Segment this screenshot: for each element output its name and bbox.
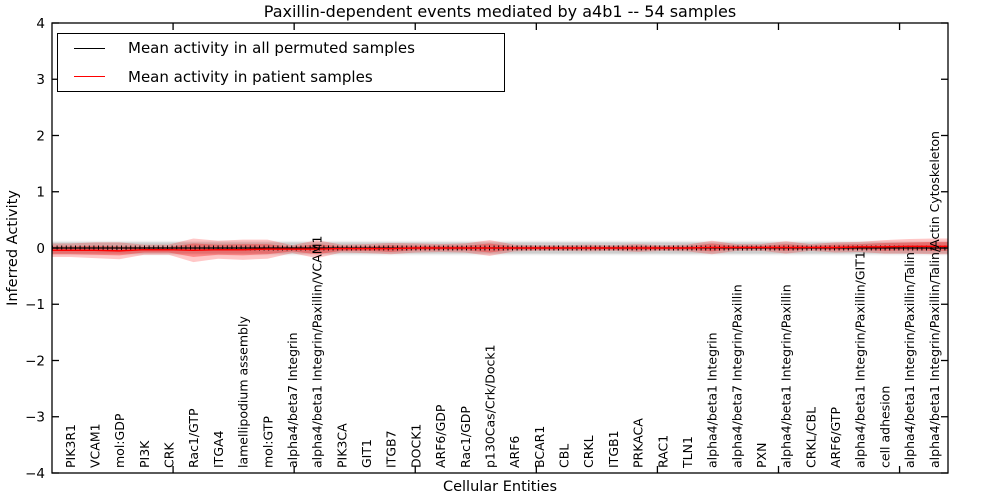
- x-category-label: alpha4/beta1 Integrin/Paxillin/Talin/Act…: [927, 131, 942, 468]
- x-category-label: BCAR1: [532, 426, 547, 468]
- x-category-label: ARF6/GTP: [828, 407, 843, 468]
- legend: Mean activity in all permuted samples Me…: [57, 33, 505, 92]
- x-category-label: mol:GTP: [260, 416, 275, 468]
- patient-mean-line: [52, 245, 948, 252]
- y-tick-label: −4: [25, 466, 45, 482]
- legend-label: Mean activity in all permuted samples: [128, 39, 415, 58]
- x-category-label: alpha4/beta1 Integrin/Paxillin/VCAM1: [310, 236, 325, 468]
- x-category-label: ITGA4: [211, 430, 226, 468]
- x-category-label: CBL: [557, 444, 572, 468]
- y-tick-label: 0: [36, 241, 45, 257]
- x-category-label: Rac1/GTP: [186, 408, 201, 468]
- x-category-label: ITGB7: [384, 430, 399, 468]
- x-category-label: alpha4/beta1 Integrin/Paxillin: [779, 284, 794, 468]
- x-category-label: alpha4/beta1 Integrin/Paxillin/GIT1: [853, 251, 868, 468]
- x-category-label: alpha4/beta7 Integrin: [285, 332, 300, 468]
- x-category-label: TLN1: [680, 436, 695, 469]
- patient-std-band-outer: [52, 238, 948, 263]
- x-category-label: CRKL: [581, 435, 596, 468]
- x-category-label: ARF6: [507, 436, 522, 468]
- y-axis-label: Inferred Activity: [5, 190, 21, 306]
- x-category-label: alpha4/beta1 Integrin: [705, 332, 720, 468]
- x-category-label: RAC1: [655, 435, 670, 468]
- x-category-label: ARF6/GDP: [433, 404, 448, 468]
- y-tick-label: 3: [36, 72, 45, 88]
- chart-title: Paxillin-dependent events mediated by a4…: [263, 2, 737, 21]
- legend-label: Mean activity in patient samples: [128, 67, 373, 86]
- x-category-label: cell adhesion: [877, 386, 892, 468]
- legend-entry-permuted: Mean activity in all permuted samples: [58, 34, 504, 62]
- legend-entry-patient: Mean activity in patient samples: [58, 63, 504, 91]
- x-category-label: VCAM1: [87, 423, 102, 468]
- x-category-label: PIK3CA: [334, 423, 349, 468]
- x-category-label: lamellipodium assembly: [236, 316, 251, 468]
- permuted-line-swatch-icon: [74, 47, 105, 49]
- x-category-label: ITGB1: [606, 430, 621, 468]
- x-category-label: mol:GDP: [112, 413, 127, 468]
- y-tick-label: 2: [36, 128, 45, 144]
- x-category-label: PRKACA: [631, 418, 646, 468]
- y-tick-label: 4: [36, 16, 45, 32]
- y-tick-label: 1: [36, 185, 45, 201]
- x-category-label: p130Cas/Crk/Dock1: [482, 344, 497, 468]
- x-category-label: GIT1: [359, 439, 374, 468]
- x-category-label: PI3K: [137, 440, 152, 468]
- x-category-label: PIK3R1: [63, 424, 78, 468]
- x-category-label: CRK: [162, 442, 177, 468]
- x-category-label: DOCK1: [408, 424, 423, 468]
- x-category-label: CRKL/CBL: [803, 407, 818, 468]
- y-tick-label: −3: [25, 410, 45, 426]
- x-category-label: alpha4/beta1 Integrin/Paxillin/Talin: [902, 252, 917, 468]
- x-axis-label: Cellular Entities: [442, 479, 558, 495]
- x-category-label: PXN: [754, 443, 769, 468]
- y-tick-label: −2: [25, 353, 45, 369]
- x-category-label: Rac1/GDP: [458, 406, 473, 468]
- y-tick-label: −1: [25, 297, 45, 313]
- x-category-label: alpha4/beta7 Integrin/Paxillin: [729, 284, 744, 468]
- patient-line-swatch-icon: [74, 76, 105, 78]
